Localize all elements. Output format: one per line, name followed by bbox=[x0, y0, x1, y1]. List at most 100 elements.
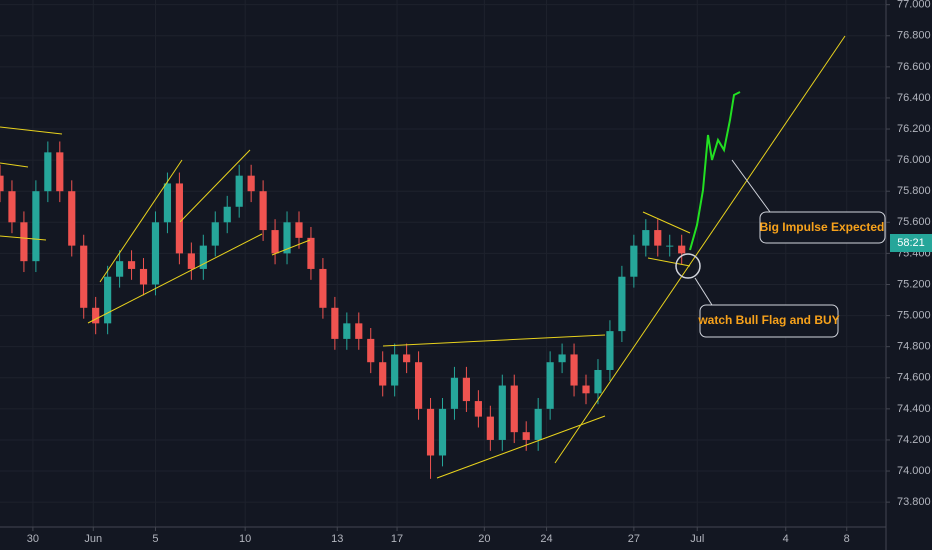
candle-body bbox=[379, 362, 387, 386]
candle-body bbox=[546, 362, 554, 409]
candle-body bbox=[56, 152, 64, 192]
candle-body bbox=[678, 245, 686, 254]
x-tick-label: 10 bbox=[239, 533, 251, 545]
candle-body bbox=[163, 183, 172, 223]
trendline bbox=[554, 35, 846, 464]
candles bbox=[0, 141, 686, 479]
price-tag bbox=[890, 234, 932, 252]
candle-body bbox=[104, 276, 112, 324]
candle-body bbox=[558, 354, 566, 363]
candle-body bbox=[331, 307, 339, 339]
x-tick-label: 20 bbox=[478, 533, 490, 545]
candle-body bbox=[486, 416, 494, 440]
trendline bbox=[0, 235, 47, 241]
trendline bbox=[179, 149, 251, 223]
y-tick-label: 75.600 bbox=[897, 216, 931, 228]
candle-body bbox=[235, 175, 243, 207]
drawings: Big Impulse Expected watch Bull Flag and… bbox=[0, 35, 886, 479]
candle-body bbox=[450, 377, 459, 409]
y-tick-label: 75.200 bbox=[897, 278, 931, 290]
projection bbox=[689, 91, 741, 251]
trendline bbox=[0, 162, 29, 168]
candle-body bbox=[426, 408, 435, 456]
candle-body bbox=[319, 268, 327, 308]
candle-body bbox=[92, 307, 100, 324]
candle-body bbox=[259, 191, 267, 231]
candle-body bbox=[175, 183, 183, 254]
axes: 73.800 74.000 74.200 74.400 74.600 74.800 75.0… bbox=[27, 0, 931, 545]
annotation: watch Bull Flag and BUY bbox=[697, 313, 839, 327]
candle-body bbox=[116, 261, 124, 277]
candle-body bbox=[187, 253, 195, 269]
candle-body bbox=[534, 408, 542, 440]
callout-line bbox=[731, 159, 771, 213]
candle-body bbox=[44, 152, 52, 192]
candle-body bbox=[462, 377, 471, 402]
candle-body bbox=[32, 191, 40, 262]
candle-body bbox=[127, 261, 136, 269]
trendline bbox=[271, 239, 311, 256]
x-tick-label: 24 bbox=[540, 533, 552, 545]
candle-body bbox=[522, 432, 530, 440]
y-tick-label: 76.600 bbox=[897, 61, 931, 73]
candle-body bbox=[0, 175, 4, 192]
y-tick-label: 76.400 bbox=[897, 92, 931, 104]
candle-body bbox=[438, 408, 447, 456]
x-tick-label: 8 bbox=[844, 533, 850, 545]
candle-body bbox=[271, 230, 279, 254]
grid bbox=[0, 0, 885, 527]
y-tick-label: 74.800 bbox=[897, 341, 931, 353]
y-tick-label: 77.000 bbox=[897, 0, 931, 11]
candle-body bbox=[498, 385, 506, 440]
y-tick-label: 74.400 bbox=[897, 403, 931, 415]
x-tick-label: 4 bbox=[783, 533, 789, 545]
x-tick-label: Jul bbox=[690, 533, 704, 545]
candle-body bbox=[20, 222, 28, 262]
trendline bbox=[0, 126, 63, 135]
y-tick-label: 76.000 bbox=[897, 154, 931, 166]
candle-body bbox=[80, 245, 88, 308]
x-tick-label: Jun bbox=[84, 533, 102, 545]
y-tick-label: 74.600 bbox=[897, 372, 931, 384]
candle-body bbox=[343, 323, 351, 339]
candle-body bbox=[570, 354, 578, 386]
trendline bbox=[436, 415, 606, 479]
callout-box bbox=[699, 304, 839, 338]
callout-box bbox=[759, 211, 886, 244]
candle-body bbox=[606, 331, 614, 370]
y-tick-label: 76.200 bbox=[897, 123, 931, 135]
y-tick-label: 75.800 bbox=[897, 185, 931, 197]
trendline bbox=[99, 159, 183, 283]
candle-body bbox=[594, 369, 602, 394]
candle-body bbox=[223, 206, 231, 223]
candle-body bbox=[8, 191, 16, 223]
callout-line bbox=[694, 277, 713, 306]
candle-body bbox=[367, 338, 375, 363]
y-tick-label: 73.800 bbox=[897, 496, 931, 508]
x-tick-label: 13 bbox=[331, 533, 343, 545]
candle-body bbox=[247, 175, 255, 192]
candle-body bbox=[355, 323, 363, 339]
candle-body bbox=[654, 230, 662, 246]
highlight-circle bbox=[675, 253, 701, 279]
candle-body bbox=[68, 191, 76, 246]
x-tick-label: 17 bbox=[391, 533, 403, 545]
candle-body bbox=[403, 354, 411, 363]
candle-body bbox=[295, 222, 303, 238]
y-tick-label: 75.000 bbox=[897, 309, 931, 321]
y-tick-label: 74.000 bbox=[897, 465, 931, 477]
x-tick-label: 5 bbox=[152, 533, 158, 545]
trendline bbox=[87, 233, 263, 324]
candle-body bbox=[139, 268, 148, 285]
candle-body bbox=[151, 222, 160, 285]
candle-body bbox=[391, 354, 399, 386]
x-tick-label: 30 bbox=[27, 533, 39, 545]
candle-body bbox=[618, 276, 626, 332]
y-tick-label: 76.800 bbox=[897, 30, 931, 42]
candle-body bbox=[474, 401, 482, 417]
price-tag-label: 58:21 bbox=[897, 237, 925, 249]
candle-body bbox=[283, 222, 291, 254]
x-tick-label: 27 bbox=[628, 533, 640, 545]
y-tick-label: 75.400 bbox=[897, 247, 931, 259]
